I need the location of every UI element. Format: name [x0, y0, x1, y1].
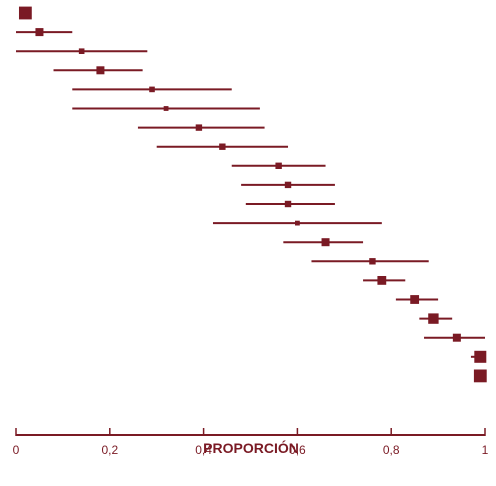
- marks-layer: [16, 6, 487, 383]
- estimate-marker: [284, 181, 292, 189]
- estimate-marker: [284, 200, 292, 208]
- estimate-marker: [473, 369, 487, 383]
- x-tick-label: 0,4: [195, 443, 212, 457]
- estimate-marker: [369, 258, 376, 265]
- x-tick-label: 0,6: [289, 443, 306, 457]
- estimate-marker: [96, 66, 105, 75]
- x-tick-label: 0,2: [101, 443, 118, 457]
- estimate-marker: [275, 162, 282, 169]
- x-tick-label: 0: [13, 443, 20, 457]
- estimate-marker: [410, 295, 420, 304]
- estimate-marker: [295, 220, 300, 226]
- estimate-marker: [428, 313, 439, 324]
- estimate-marker: [474, 350, 487, 363]
- estimate-marker: [321, 238, 330, 247]
- x-tick-label: 1: [482, 443, 489, 457]
- x-axis-title: PROPORCIÓN: [203, 439, 299, 456]
- estimate-marker: [163, 106, 169, 111]
- estimate-marker: [18, 6, 32, 20]
- x-axis: 0 0,2 0,4 0,6 0,8 1: [13, 428, 489, 457]
- estimate-marker: [35, 28, 44, 37]
- estimate-marker: [149, 86, 155, 93]
- x-tick-label: 0,8: [383, 443, 400, 457]
- estimate-marker: [452, 333, 461, 342]
- estimate-marker: [195, 124, 203, 131]
- estimate-marker: [377, 276, 387, 285]
- estimate-marker: [219, 143, 226, 150]
- estimate-marker: [78, 48, 85, 54]
